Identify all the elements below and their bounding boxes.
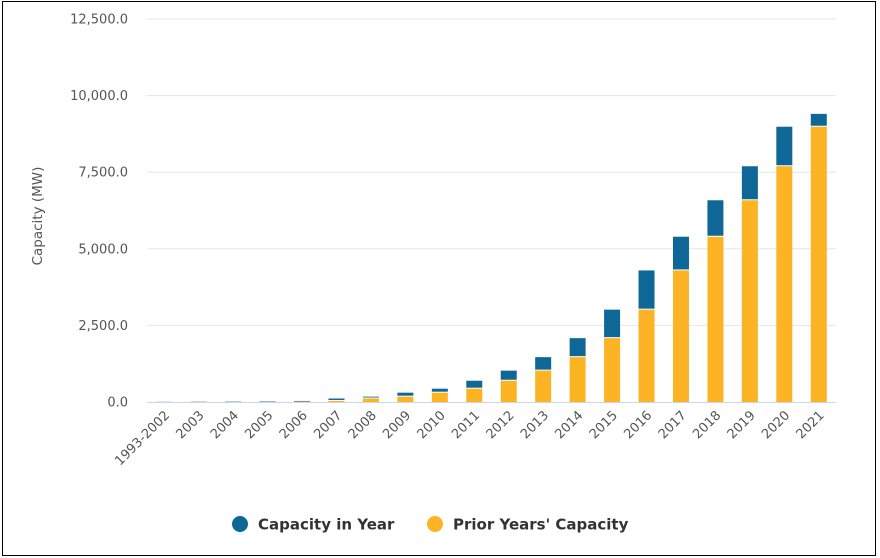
bars — [156, 113, 827, 403]
y-tick-label: 5,000.0 — [78, 242, 128, 257]
bar-prior-years-2017[interactable] — [672, 270, 689, 402]
bar-capacity-in-year-2005[interactable] — [259, 401, 276, 403]
y-tick-label: 12,500.0 — [70, 13, 128, 28]
x-tick-label: 2003 — [173, 408, 207, 442]
bar-capacity-in-year-2021[interactable] — [810, 113, 827, 126]
x-tick-label: 2017 — [656, 408, 690, 442]
bar-capacity-in-year-2014[interactable] — [569, 338, 586, 357]
legend-marker — [427, 516, 443, 532]
bar-capacity-in-year-2011[interactable] — [466, 380, 483, 388]
bar-prior-years-2016[interactable] — [638, 309, 655, 402]
x-tick-label: 2004 — [208, 408, 242, 442]
legend-marker — [232, 516, 248, 532]
bar-prior-years-2013[interactable] — [535, 370, 552, 402]
bar-prior-years-2010[interactable] — [431, 392, 448, 402]
x-tick-label: 2006 — [277, 408, 311, 442]
bar-capacity-in-year-2020[interactable] — [776, 126, 793, 166]
gridlines — [147, 18, 836, 326]
x-tick-label: 2015 — [587, 408, 621, 442]
y-tick-label: 7,500.0 — [78, 166, 128, 181]
bar-prior-years-2019[interactable] — [741, 200, 758, 402]
bar-prior-years-2011[interactable] — [466, 388, 483, 402]
bar-capacity-in-year-2013[interactable] — [535, 357, 552, 370]
bar-prior-years-2021[interactable] — [810, 126, 827, 403]
bar-capacity-in-year-2017[interactable] — [672, 236, 689, 270]
y-tick-label: 0.0 — [107, 396, 128, 411]
x-tick-label: 2018 — [690, 408, 724, 442]
x-tick-label: 2021 — [794, 408, 828, 442]
y-tick-label: 10,000.0 — [70, 89, 128, 104]
bar-prior-years-2007[interactable] — [328, 400, 345, 402]
y-axis-ticks: 0.0 2,500.0 5,000.0 7,500.0 10,000.0 12,500.0 — [70, 13, 128, 411]
bar-prior-years-2018[interactable] — [707, 236, 724, 402]
bar-capacity-in-year-2019[interactable] — [741, 166, 758, 200]
legend-item[interactable]: Capacity in Year — [232, 516, 395, 534]
x-tick-label: 2013 — [518, 408, 552, 442]
bar-capacity-in-year-2008[interactable] — [362, 396, 379, 398]
legend-item[interactable]: Prior Years' Capacity — [427, 516, 629, 534]
y-tick-label: 2,500.0 — [78, 319, 128, 334]
x-tick-label: 2019 — [725, 408, 759, 442]
x-tick-label: 2005 — [242, 408, 276, 442]
bar-capacity-in-year-2012[interactable] — [500, 370, 517, 380]
bar-capacity-in-year-2006[interactable] — [294, 400, 311, 402]
x-tick-label: 2007 — [311, 408, 345, 442]
bar-capacity-in-year-2009[interactable] — [397, 392, 414, 396]
bar-capacity-in-year-2016[interactable] — [638, 270, 655, 309]
x-tick-label: 2020 — [759, 408, 793, 442]
legend: Capacity in Year Prior Years' Capacity — [232, 516, 629, 534]
legend-label: Prior Years' Capacity — [453, 516, 629, 534]
bar-prior-years-2020[interactable] — [776, 166, 793, 402]
x-tick-label: 2008 — [346, 408, 380, 442]
y-axis-title: Capacity (MW) — [30, 167, 46, 266]
bar-prior-years-2009[interactable] — [397, 396, 414, 402]
legend-label: Capacity in Year — [258, 516, 395, 534]
x-axis-ticks: 1993-2002 2003 2004 2005 2006 2007 2008 2009 201… — [112, 408, 827, 469]
x-tick-label: 2016 — [621, 408, 655, 442]
x-tick-label: 2014 — [552, 408, 586, 442]
bar-prior-years-2015[interactable] — [604, 338, 621, 402]
bar-prior-years-2008[interactable] — [362, 398, 379, 402]
bar-prior-years-2012[interactable] — [500, 380, 517, 402]
bar-capacity-in-year-2010[interactable] — [431, 388, 448, 392]
x-tick-label: 2011 — [449, 408, 483, 442]
x-tick-label: 2012 — [484, 408, 518, 442]
bar-capacity-in-year-2015[interactable] — [604, 309, 621, 338]
bar-prior-years-2014[interactable] — [569, 357, 586, 402]
x-tick-label: 2010 — [415, 408, 449, 442]
bar-capacity-in-year-2004[interactable] — [225, 401, 242, 403]
bar-capacity-in-year-2007[interactable] — [328, 398, 345, 400]
x-tick-label: 1993-2002 — [112, 408, 173, 469]
bar-capacity-in-year-2018[interactable] — [707, 200, 724, 236]
x-tick-label: 2009 — [380, 408, 414, 442]
